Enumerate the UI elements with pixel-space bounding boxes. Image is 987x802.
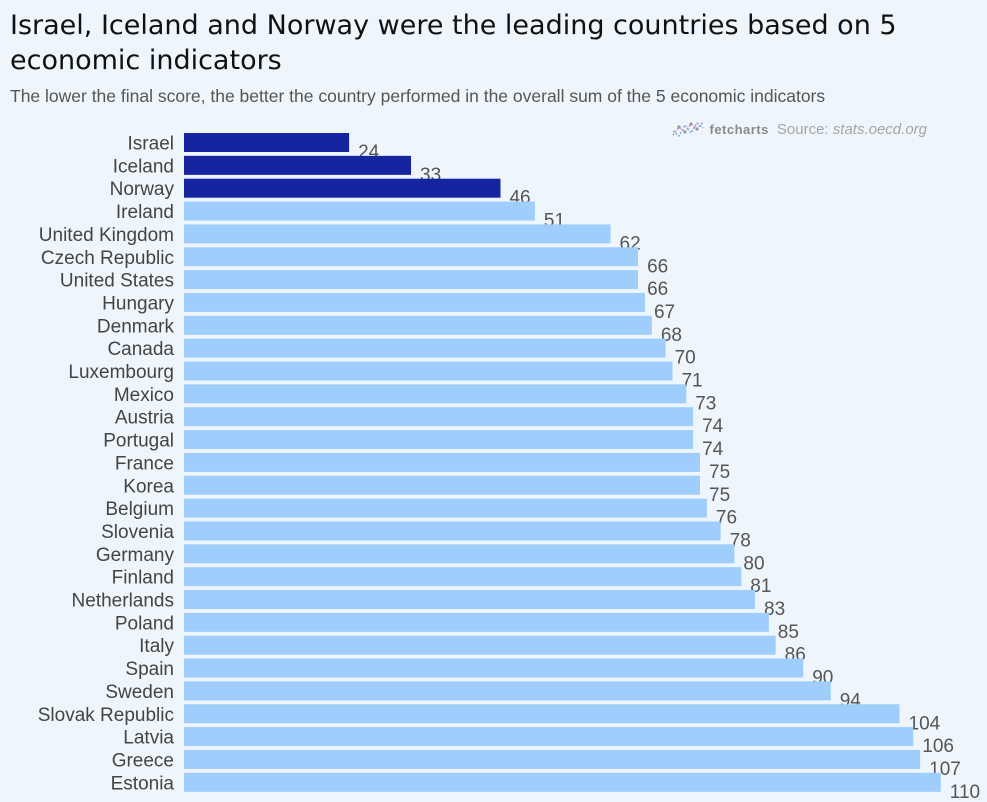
category-label: Italy: [139, 636, 174, 657]
chart-subtitle: The lower the final score, the better th…: [10, 86, 826, 106]
category-label: Czech Republic: [41, 248, 174, 269]
category-label: Spain: [125, 659, 174, 680]
category-label: Mexico: [114, 385, 174, 406]
bar-ireland: [184, 201, 535, 221]
value-label: 81: [750, 576, 771, 597]
category-label: Greece: [112, 750, 174, 771]
value-label: 68: [661, 325, 682, 346]
bar-belgium: [184, 498, 707, 518]
bar-iceland: [184, 155, 412, 175]
value-label: 73: [695, 393, 716, 414]
bar-estonia: [184, 772, 941, 792]
bar-norway: [184, 178, 501, 198]
bar-poland: [184, 612, 769, 632]
category-label: Ireland: [116, 202, 174, 223]
value-label: 66: [647, 256, 668, 277]
bar-austria: [184, 407, 694, 427]
value-label: 70: [675, 348, 696, 369]
value-label: 71: [681, 371, 702, 392]
category-label: Poland: [115, 613, 174, 634]
bar-luxembourg: [184, 361, 673, 381]
category-label: France: [115, 453, 174, 474]
bar-slovak-republic: [184, 704, 900, 724]
value-label: 83: [764, 599, 785, 620]
bar-israel: [184, 133, 350, 152]
category-label: Portugal: [103, 431, 174, 452]
category-label: Austria: [115, 408, 175, 429]
value-label: 75: [709, 462, 730, 483]
bar-spain: [184, 658, 804, 678]
value-label: 74: [702, 439, 724, 460]
category-label: Luxembourg: [68, 362, 174, 383]
category-label: Slovak Republic: [38, 705, 174, 726]
category-label: Netherlands: [72, 591, 174, 612]
bar-greece: [184, 749, 921, 769]
bar-latvia: [184, 727, 914, 747]
category-label: Iceland: [113, 156, 174, 177]
brand-logo: fetcharts: [671, 119, 768, 139]
value-label: 104: [909, 713, 941, 734]
bar-united-states: [184, 270, 639, 290]
fetcharts-logo-icon: [672, 121, 704, 138]
bar-italy: [184, 635, 776, 655]
value-label: 80: [743, 553, 764, 574]
value-label: 67: [654, 302, 675, 323]
bar-sweden: [184, 681, 831, 701]
source-area: fetcharts Source: stats.oecd.org: [671, 119, 927, 139]
source-text: Source: stats.oecd.org: [777, 121, 927, 138]
bar-portugal: [184, 430, 694, 450]
bar-canada: [184, 338, 666, 358]
bar-czech-republic: [184, 247, 639, 267]
category-label: Denmark: [97, 316, 175, 337]
value-label: 85: [778, 622, 799, 643]
value-label: 110: [950, 782, 980, 802]
brand-name: fetcharts: [709, 121, 769, 137]
category-label: Sweden: [105, 682, 174, 703]
value-label: 78: [730, 530, 751, 551]
value-label: 74: [702, 416, 724, 437]
bar-mexico: [184, 384, 687, 404]
bar-korea: [184, 475, 700, 495]
category-label: Israel: [128, 134, 174, 155]
category-label: United Kingdom: [39, 225, 174, 246]
category-label: Korea: [123, 476, 174, 497]
category-label: Latvia: [123, 728, 174, 749]
category-label: Norway: [110, 179, 175, 200]
value-label: 75: [709, 485, 730, 506]
category-label: Germany: [96, 545, 175, 566]
category-label: Belgium: [105, 499, 174, 520]
value-label: 106: [922, 736, 954, 757]
bar-slovenia: [184, 521, 721, 541]
category-label: Slovenia: [101, 522, 174, 543]
bar-germany: [184, 544, 735, 564]
bar-france: [184, 452, 700, 472]
chart-title: Israel, Iceland and Norway were the lead…: [10, 10, 897, 76]
bar-finland: [184, 567, 742, 587]
category-label: Hungary: [102, 293, 174, 314]
source-site: stats.oecd.org: [832, 120, 927, 138]
bar-united-kingdom: [184, 224, 611, 244]
source-prefix: Source:: [776, 120, 833, 138]
value-label: 66: [647, 279, 668, 300]
value-label: 76: [716, 508, 737, 529]
category-label: Canada: [107, 339, 174, 360]
bar-hungary: [184, 292, 645, 312]
category-label: United States: [60, 271, 174, 292]
bar-netherlands: [184, 590, 756, 609]
category-label: Estonia: [111, 773, 175, 794]
bar-denmark: [184, 315, 652, 335]
category-label: Finland: [112, 568, 174, 589]
